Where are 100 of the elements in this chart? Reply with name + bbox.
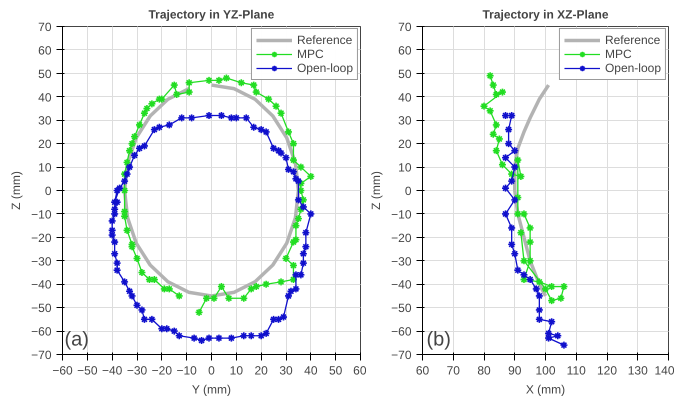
point [547, 317, 556, 326]
legend-label: Open-loop [296, 61, 353, 75]
point [492, 146, 501, 155]
point [510, 249, 520, 258]
y-tick-label: 0 [404, 184, 412, 198]
point [556, 294, 566, 303]
point [504, 139, 513, 148]
x-tick-label: 40 [304, 364, 318, 378]
point [526, 275, 534, 284]
x-tick-label: 60 [353, 364, 367, 378]
point [501, 153, 510, 162]
point [541, 284, 550, 294]
point [501, 210, 510, 218]
point [560, 282, 568, 291]
point [510, 196, 520, 204]
y-tick-label: 70 [38, 20, 52, 34]
x-tick-label: −60 [52, 364, 74, 378]
y-tick-label: 40 [38, 90, 52, 104]
point [507, 111, 516, 120]
y-tick-label: 10 [38, 160, 52, 175]
x-tick-label: 110 [566, 364, 586, 378]
y-tick-label: 20 [38, 137, 52, 152]
point [520, 210, 528, 218]
point [492, 90, 501, 99]
y-tick-label: 70 [398, 20, 412, 34]
legend-label: MPC [296, 47, 324, 61]
point [514, 210, 522, 218]
y-tick-label: 0 [44, 184, 52, 198]
y-tick-label: 60 [398, 43, 412, 58]
point [526, 256, 534, 266]
x-tick-label: 20 [254, 364, 268, 378]
point [526, 224, 534, 232]
point [488, 80, 498, 90]
point [498, 88, 507, 96]
annotation: (b) [426, 328, 451, 350]
y-tick-label: −70 [391, 348, 412, 362]
legend-label: MPC [604, 47, 632, 61]
x-tick-label: −40 [102, 364, 123, 378]
y-tick-label: 60 [38, 43, 52, 58]
point [495, 134, 504, 144]
y-tick-label: −50 [391, 301, 412, 316]
point [488, 130, 498, 139]
point [547, 282, 556, 291]
x-tick-label: −10 [176, 364, 198, 378]
y-tick-label: −40 [31, 278, 52, 292]
x-tick-label: 100 [535, 364, 556, 378]
point [535, 306, 544, 314]
x-tick-label: 70 [446, 364, 460, 378]
y-tick-label: −10 [391, 207, 412, 222]
chart-title: Trajectory in YZ-Plane [148, 8, 275, 22]
y-tick-label: −70 [31, 348, 52, 362]
y-tick-label: 40 [398, 90, 412, 104]
x-tick-label: 90 [508, 364, 522, 378]
point [514, 193, 522, 202]
x-tick-label: −20 [152, 364, 172, 378]
y-tick-label: −30 [391, 254, 412, 268]
point [504, 125, 513, 134]
point [535, 315, 544, 324]
point [507, 224, 516, 232]
point [547, 296, 556, 305]
x-tick-label: 130 [628, 364, 648, 378]
y-tick-label: 50 [398, 66, 412, 81]
legend-label: Reference [604, 33, 660, 47]
point [514, 156, 522, 164]
x-tick-label: 10 [230, 364, 244, 378]
point [554, 331, 562, 340]
x-tick-label: 0 [208, 364, 216, 378]
x-tick-label: −30 [126, 364, 148, 378]
point [510, 146, 520, 155]
x-tick-label: 60 [416, 364, 430, 378]
point [535, 292, 544, 300]
x-axis-title: Y (mm) [192, 382, 231, 396]
y-tick-label: −10 [31, 207, 52, 222]
y-tick-label: 30 [38, 114, 52, 128]
point [516, 172, 526, 181]
point [532, 284, 541, 294]
point [480, 102, 488, 110]
y-tick-label: 10 [398, 160, 412, 175]
y-tick-label: −30 [31, 254, 52, 268]
point [514, 266, 522, 274]
y-tick-label: −50 [31, 301, 52, 316]
x-tick-label: 80 [477, 364, 491, 378]
point [520, 256, 528, 266]
y-tick-label: −40 [391, 278, 412, 292]
y-axis-title: Z (mm) [9, 171, 24, 210]
chart-title: Trajectory in XZ-Plane [482, 8, 609, 22]
y-tick-label: −60 [31, 324, 52, 339]
y-tick-label: 50 [38, 66, 52, 81]
y-tick-label: −20 [31, 230, 52, 245]
point [507, 170, 516, 178]
legend-label: Reference [296, 33, 352, 47]
y-tick-label: 20 [398, 137, 412, 152]
point [486, 106, 494, 116]
annotation: (a) [64, 328, 89, 350]
x-tick-label: 50 [328, 364, 343, 378]
point [498, 160, 507, 170]
y-tick-label: −20 [391, 230, 412, 245]
x-axis-title: X (mm) [526, 382, 566, 396]
point [492, 120, 501, 130]
point [520, 270, 528, 280]
